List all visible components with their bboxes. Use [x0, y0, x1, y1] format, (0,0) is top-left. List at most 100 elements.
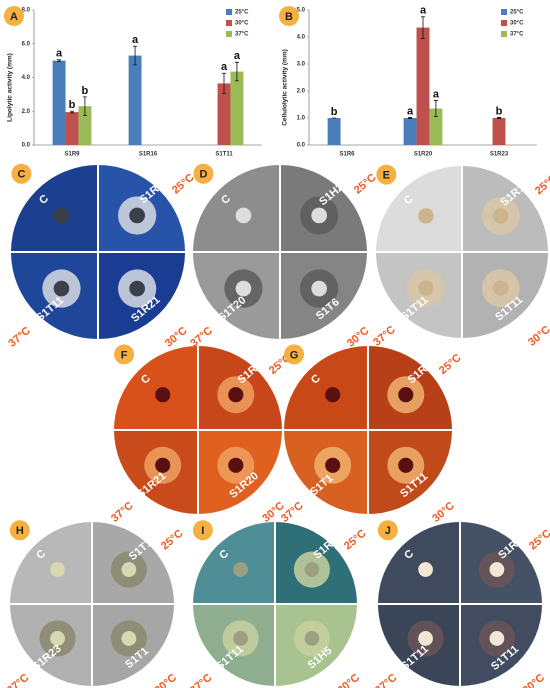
temperature-label: 37°C — [6, 325, 33, 350]
temperature-label: 30°C — [526, 324, 550, 349]
y-tick-label: 8.0 — [22, 8, 31, 14]
significance-letter: b — [82, 85, 89, 97]
y-tick-label: 1.0 — [297, 116, 306, 122]
y-axis-label: Lipolytic activity (mm) — [7, 53, 14, 122]
panel-badge — [4, 6, 24, 26]
colony-spot — [235, 207, 252, 224]
panel-letter: J — [385, 525, 391, 537]
bar — [492, 118, 506, 145]
colony-spot — [121, 631, 137, 646]
temperature-label: 25°C — [527, 527, 550, 552]
legend-swatch — [226, 9, 232, 15]
plate — [193, 165, 367, 339]
bar — [78, 106, 92, 145]
temperature-label: 25°C — [342, 527, 369, 552]
error-bar — [222, 72, 226, 94]
temperature-label: 30°C — [163, 325, 190, 350]
colony-spot — [418, 208, 434, 224]
colony-spot — [325, 387, 341, 403]
colony-spot — [228, 387, 244, 403]
x-tick-label: S1R16 — [139, 152, 158, 158]
colony-spot — [228, 457, 244, 473]
panel-badge — [279, 6, 299, 26]
colony-spot — [325, 457, 341, 473]
y-tick-label: 3.0 — [297, 62, 306, 68]
colony-spot — [233, 631, 248, 646]
plate-body — [378, 522, 542, 686]
x-tick-label: S1T11 — [215, 152, 233, 158]
legend-label: 25°C — [235, 10, 249, 16]
bar — [65, 112, 79, 145]
bar — [217, 83, 231, 145]
temperature-label: 37°C — [188, 672, 215, 688]
plate — [10, 522, 174, 686]
significance-letter: b — [496, 105, 503, 117]
legend-swatch — [501, 9, 507, 15]
panel-letter: I — [201, 525, 204, 537]
temperature-label: 25°C — [437, 352, 464, 377]
temperature-label: 30°C — [335, 672, 362, 688]
temperature-label: 37°C — [188, 325, 215, 350]
colony-spot — [155, 457, 171, 473]
significance-letter: b — [331, 106, 338, 118]
y-tick-label: 2.0 — [22, 109, 31, 115]
legend-label: 25°C — [510, 10, 524, 16]
significance-letter: a — [132, 34, 139, 46]
colony-spot — [50, 631, 65, 646]
bar — [416, 27, 430, 145]
colony-spot — [53, 207, 70, 224]
y-tick-label: 6.0 — [22, 41, 31, 47]
colony-spot — [492, 280, 509, 296]
temperature-label: 37°C — [371, 324, 398, 349]
colony-spot — [311, 207, 327, 224]
colony-spot — [233, 562, 248, 577]
plate-body — [10, 522, 174, 686]
significance-letter: a — [234, 50, 241, 62]
error-bar — [70, 110, 74, 114]
x-tick-label: S1R6 — [339, 152, 355, 158]
colony-spot — [304, 631, 320, 646]
colony-spot — [129, 280, 145, 297]
error-bar — [497, 117, 501, 119]
colony-spot — [418, 631, 433, 646]
temperature-label: 25°C — [533, 172, 550, 197]
error-bar — [57, 59, 62, 62]
significance-letter: a — [420, 5, 427, 17]
legend-swatch — [226, 20, 232, 26]
panel-letter: H — [16, 525, 24, 537]
panel-badge — [192, 520, 213, 541]
panel-letter: C — [17, 169, 25, 181]
panel-letter: F — [121, 349, 128, 361]
legend-label: 30°C — [510, 21, 524, 27]
x-tick-label: S1R20 — [414, 152, 433, 158]
colony-spot — [398, 387, 414, 403]
plate-body — [193, 165, 367, 339]
colony-spot — [418, 280, 434, 296]
bar — [230, 71, 244, 145]
significance-letter: a — [56, 48, 63, 60]
legend-swatch — [501, 31, 507, 37]
temperature-label: 30°C — [345, 325, 372, 350]
error-bar — [433, 100, 438, 118]
colony-spot — [53, 280, 70, 297]
panel-letter: D — [199, 169, 207, 181]
colony-spot — [121, 562, 137, 577]
panel-letter: G — [290, 349, 299, 361]
y-tick-label: 2.0 — [297, 89, 306, 95]
temperature-label: 25°C — [159, 527, 186, 552]
plate-body — [193, 522, 357, 686]
temperature-label: 30°C — [430, 500, 457, 525]
panel-letter: E — [383, 170, 390, 182]
y-tick-label: 4.0 — [297, 35, 306, 41]
panel-badge — [284, 344, 305, 365]
panel-badge — [377, 520, 398, 541]
colony-spot — [418, 562, 433, 577]
bar — [128, 55, 142, 145]
significance-letter: a — [407, 105, 414, 117]
significance-letter: a — [433, 88, 440, 100]
colony-spot — [311, 280, 327, 297]
legend-swatch — [501, 20, 507, 26]
temperature-label: 37°C — [373, 672, 400, 688]
y-tick-label: 5.0 — [297, 8, 306, 14]
colony-spot — [235, 280, 252, 297]
